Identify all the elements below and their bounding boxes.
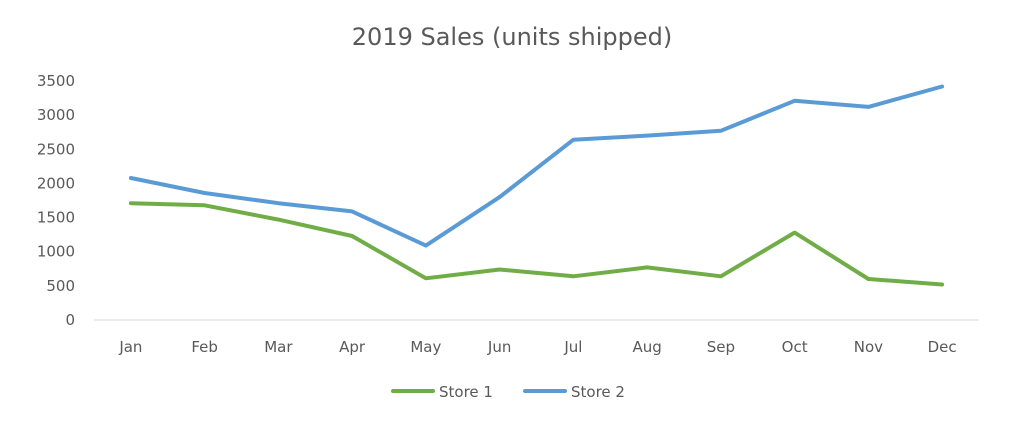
x-tick-label: Feb — [191, 338, 218, 356]
x-tick-label: May — [410, 338, 441, 356]
x-tick-label: Jul — [563, 338, 582, 356]
chart-title: 2019 Sales (units shipped) — [352, 23, 672, 51]
y-tick-label: 500 — [46, 277, 75, 295]
legend: Store 1 Store 2 — [391, 383, 625, 401]
x-tick-label: Dec — [928, 338, 957, 356]
legend-label: Store 1 — [439, 383, 493, 401]
x-tick-label: Jan — [118, 338, 142, 356]
series-group — [128, 84, 945, 287]
x-tick-label: Aug — [632, 338, 661, 356]
y-tick-label: 1500 — [37, 209, 75, 227]
x-tick-label: Sep — [707, 338, 735, 356]
x-tick-label: Oct — [782, 338, 808, 356]
y-tick-label: 2000 — [37, 174, 75, 192]
series-line-store-1 — [128, 201, 945, 287]
series-line-store-2 — [128, 84, 945, 248]
y-tick-label: 1000 — [37, 243, 75, 261]
y-tick-label: 3000 — [37, 106, 75, 124]
x-tick-label: Mar — [264, 338, 293, 356]
x-tick-label: Jun — [487, 338, 511, 356]
y-axis: 0 500 1000 1500 2000 2500 3000 3500 — [37, 72, 75, 329]
y-tick-label: 3500 — [37, 72, 75, 90]
x-tick-label: Nov — [854, 338, 883, 356]
y-tick-label: 0 — [65, 311, 75, 329]
x-axis: Jan Feb Mar Apr May Jun Jul Aug Sep Oct Nov Dec — [118, 338, 956, 356]
legend-label: Store 2 — [571, 383, 625, 401]
x-tick-label: Apr — [339, 338, 366, 356]
y-tick-label: 2500 — [37, 140, 75, 158]
